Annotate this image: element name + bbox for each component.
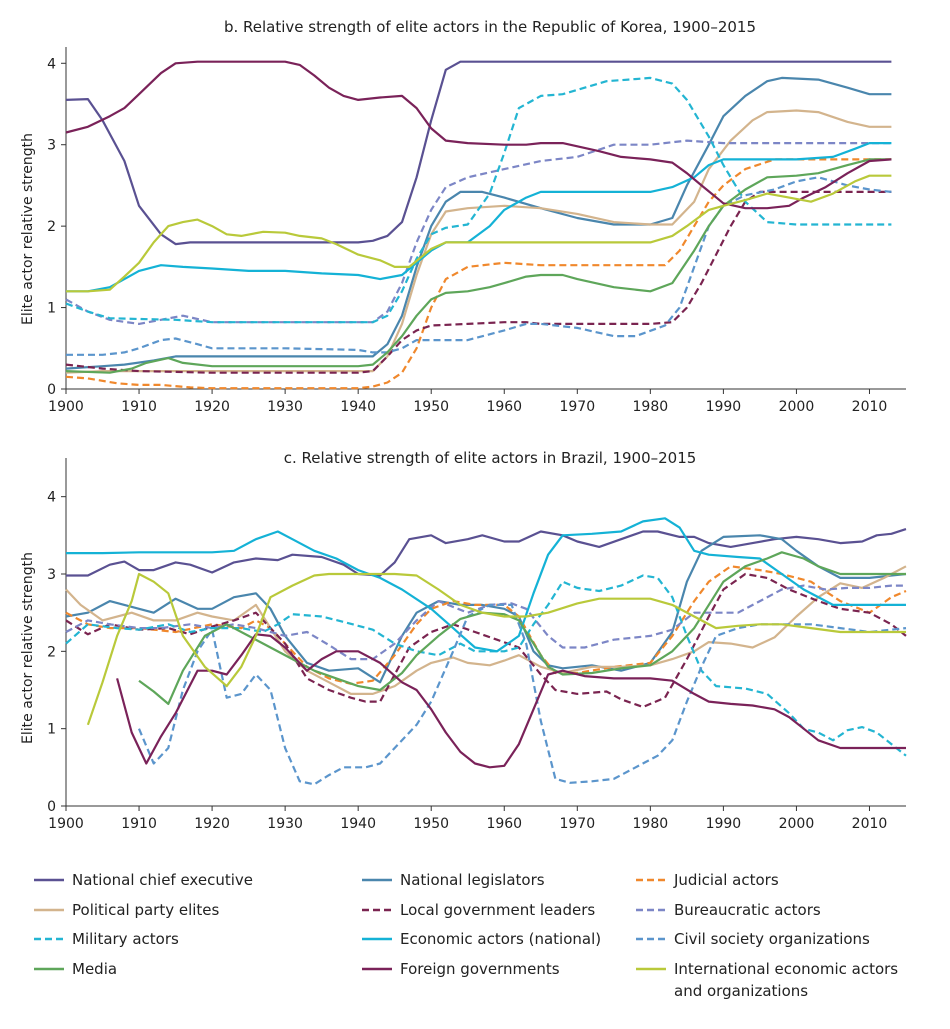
brazil-x-tick-label: 1970 — [559, 816, 595, 832]
brazil-x-tick-label: 1930 — [267, 816, 303, 832]
brazil-chart-title: c. Relative strength of elite actors in … — [284, 449, 697, 467]
korea-x-tick-label: 1960 — [486, 399, 522, 415]
brazil-y-tick-label: 2 — [47, 644, 56, 660]
legend-item-civil-society-organizations: Civil society organizations — [636, 930, 870, 948]
legend-label: Bureaucratic actors — [674, 901, 821, 919]
brazil-x-tick-label: 1980 — [633, 816, 669, 832]
brazil-x-tick-label: 1920 — [194, 816, 230, 832]
legend-label: Civil society organizations — [674, 930, 870, 948]
brazil-series-local-government-leaders — [65, 572, 907, 709]
brazil-series-international-economic-actors-and-organizations — [86, 572, 906, 726]
legend-label: Media — [72, 960, 117, 978]
brazil-x-tick-label: 1960 — [486, 816, 522, 832]
brazil-x-tick-label: 2000 — [779, 816, 815, 832]
korea-x-tick-label: 2000 — [779, 399, 815, 415]
legend-item-foreign-governments: Foreign governments — [362, 960, 560, 978]
korea-y-tick-label: 2 — [47, 219, 56, 235]
legend-item-economic-actors-national: Economic actors (national) — [362, 930, 601, 948]
korea-series-national-legislators — [65, 76, 892, 370]
korea-chart-title: b. Relative strength of elite actors in … — [224, 18, 756, 36]
brazil-series-political-party-elites — [65, 565, 907, 695]
legend-label: Local government leaders — [400, 901, 595, 919]
korea-y-axis-label: Elite actor relative strength — [20, 133, 36, 325]
legend-label: National chief executive — [72, 871, 253, 889]
legend-item-national-legislators: National legislators — [362, 871, 545, 889]
brazil-series-judicial-actors — [65, 565, 907, 685]
legend-item-national-chief-executive: National chief executive — [34, 871, 253, 889]
brazil-x-tick-label: 2010 — [852, 816, 888, 832]
legend-item-bureaucratic-actors: Bureaucratic actors — [636, 901, 821, 919]
legend-item-media: Media — [34, 960, 117, 978]
korea-x-tick-label: 1970 — [559, 399, 595, 415]
legend-label: and organizations — [674, 982, 808, 1000]
brazil-x-tick-label: 1950 — [413, 816, 449, 832]
brazil-x-tick-label: 1940 — [340, 816, 376, 832]
korea-x-tick-label: 1990 — [706, 399, 742, 415]
brazil-y-tick-label: 0 — [47, 799, 56, 815]
brazil-series-national-legislators — [65, 534, 907, 684]
legend-label: Political party elites — [72, 901, 220, 919]
legend-item-local-government-leaders: Local government leaders — [362, 901, 595, 919]
korea-y-tick-label: 1 — [47, 301, 56, 317]
korea-x-tick-label: 1910 — [121, 399, 157, 415]
legend-label: National legislators — [400, 871, 545, 889]
korea-y-tick-label: 0 — [47, 382, 56, 398]
brazil-x-tick-label: 1990 — [706, 816, 742, 832]
legend: National chief executive National legisla… — [34, 871, 898, 1000]
legend-item-judicial-actors: Judicial actors — [636, 871, 779, 889]
brazil-x-tick-label: 1900 — [48, 816, 84, 832]
legend-item-international-economic-actors-and-organizations: International economic actors and organiz… — [636, 960, 898, 1000]
brazil-series-economic-actors-national — [66, 517, 906, 653]
korea-y-tick-label: 3 — [47, 138, 56, 154]
brazil-y-axis-label: Elite actor relative strength — [20, 552, 36, 744]
korea-x-tick-label: 1940 — [340, 399, 376, 415]
korea-series-media — [65, 158, 892, 374]
brazil-chart-panel: c. Relative strength of elite actors in … — [20, 449, 907, 832]
brazil-y-tick-label: 4 — [47, 490, 56, 506]
legend-label: International economic actors — [674, 960, 898, 978]
legend-label: Military actors — [72, 930, 179, 948]
legend-item-military-actors: Military actors — [34, 930, 179, 948]
korea-chart-panel: b. Relative strength of elite actors in … — [20, 18, 906, 415]
korea-series-bureaucratic-actors — [65, 139, 892, 325]
korea-x-tick-label: 1920 — [194, 399, 230, 415]
legend-label: Judicial actors — [673, 871, 779, 889]
brazil-x-tick-label: 1910 — [121, 816, 157, 832]
korea-series-military-actors — [65, 76, 892, 324]
korea-series-economic-actors-national — [66, 142, 892, 293]
korea-y-tick-label: 4 — [47, 56, 56, 72]
korea-x-tick-label: 2010 — [852, 399, 888, 415]
legend-label: Economic actors (national) — [400, 930, 601, 948]
brazil-series-national-chief-executive — [66, 528, 907, 577]
korea-series-international-economic-actors-and-organizations — [66, 174, 892, 293]
korea-series-political-party-elites — [65, 109, 892, 374]
korea-x-tick-label: 1980 — [633, 399, 669, 415]
korea-x-tick-label: 1900 — [48, 399, 84, 415]
korea-series-local-government-leaders — [65, 190, 892, 374]
brazil-y-tick-label: 3 — [47, 567, 56, 583]
korea-series-national-chief-executive — [65, 60, 892, 246]
brazil-series-foreign-governments — [116, 633, 906, 769]
korea-series-judicial-actors — [65, 158, 892, 390]
legend-item-political-party-elites: Political party elites — [34, 901, 220, 919]
brazil-series-civil-society-organizations — [137, 603, 907, 786]
korea-x-tick-label: 1950 — [413, 399, 449, 415]
korea-series-civil-society-organizations — [66, 176, 892, 356]
legend-label: Foreign governments — [400, 960, 560, 978]
korea-x-tick-label: 1930 — [267, 399, 303, 415]
brazil-y-tick-label: 1 — [47, 722, 56, 738]
korea-series-foreign-governments — [65, 60, 892, 210]
